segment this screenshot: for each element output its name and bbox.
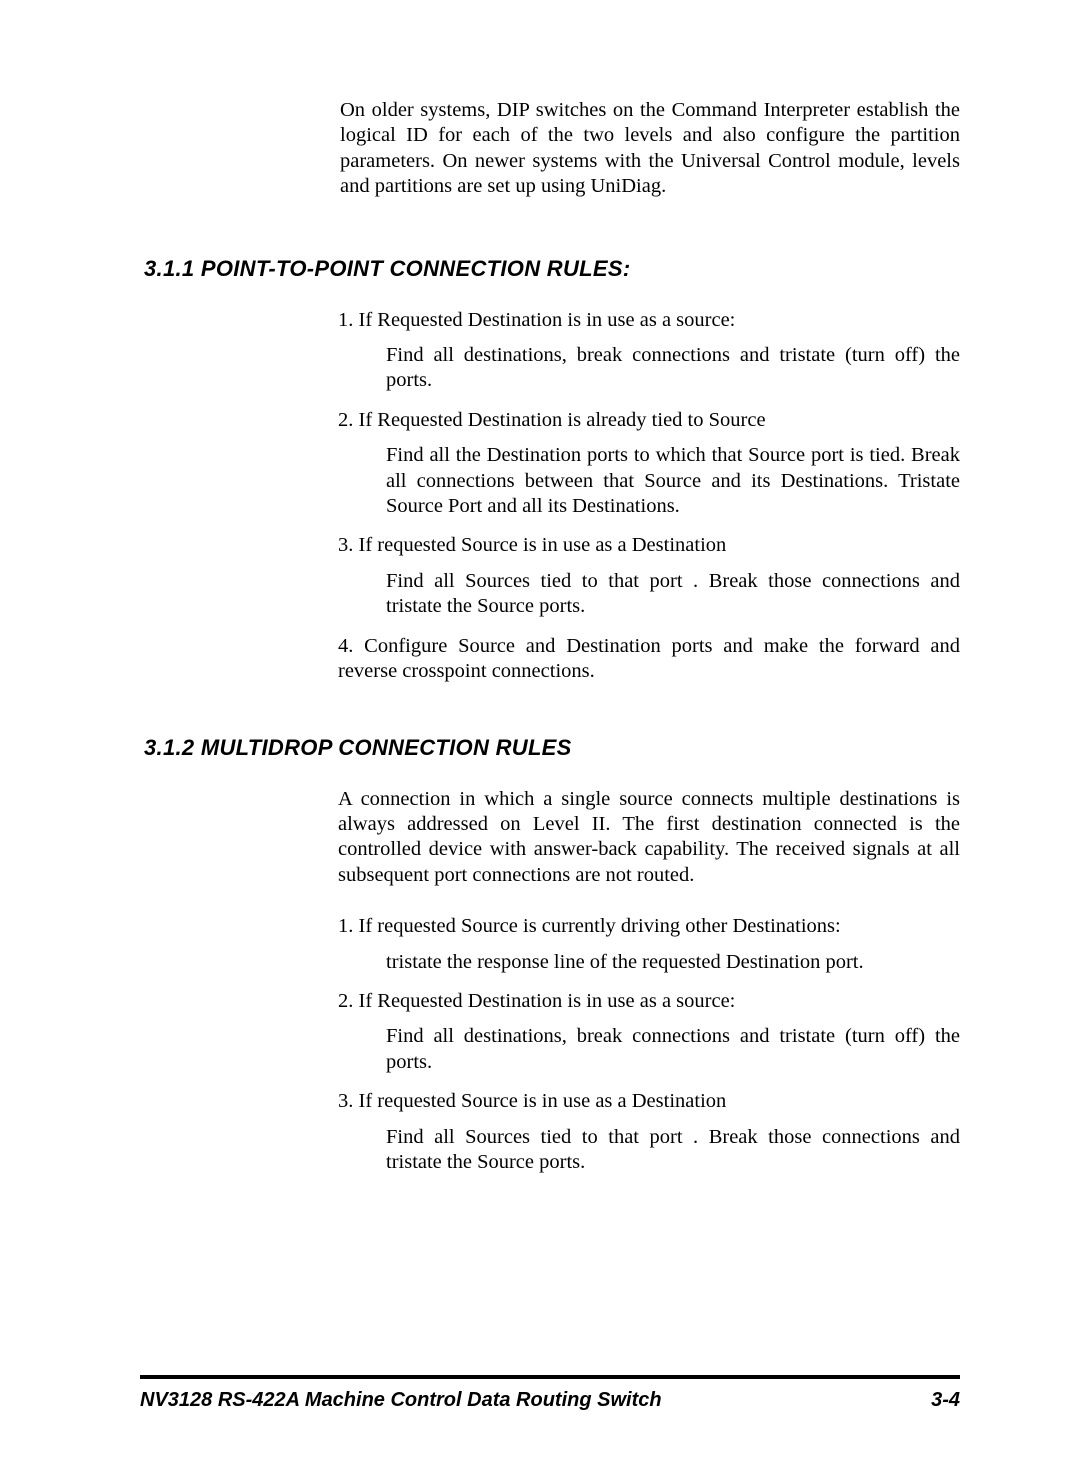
footer-title: NV3128 RS-422A Machine Control Data Rout… [140, 1389, 662, 1412]
rule-item: 2. If Requested Destination is in use as… [338, 989, 960, 1014]
rule-subitem: Find all Sources tied to that port . Bre… [386, 1125, 960, 1176]
rule-item: 3. If requested Source is in use as a De… [338, 533, 960, 558]
rule-subitem: Find all destinations, break connections… [386, 343, 960, 394]
rule-subitem: Find all Sources tied to that port . Bre… [386, 569, 960, 620]
rule-item: 3. If requested Source is in use as a De… [338, 1089, 960, 1114]
rule-subitem: tristate the response line of the reques… [386, 950, 960, 975]
rule-item: 2. If Requested Destination is already t… [338, 408, 960, 433]
section-heading-311: 3.1.1 POINT-TO-POINT CONNECTION RULES: [144, 256, 960, 282]
intro-paragraph: On older systems, DIP switches on the Co… [340, 98, 960, 200]
rule-item: 1. If requested Source is currently driv… [338, 914, 960, 939]
rule-subitem: Find all destinations, break connections… [386, 1024, 960, 1075]
section-312-body: A connection in which a single source co… [338, 787, 960, 1176]
section-heading-312: 3.1.2 MULTIDROP CONNECTION RULES [144, 735, 960, 761]
footer-rule [140, 1375, 960, 1379]
page-footer: NV3128 RS-422A Machine Control Data Rout… [140, 1389, 960, 1412]
footer-page-number: 3-4 [931, 1389, 960, 1412]
rule-item: 1. If Requested Destination is in use as… [338, 308, 960, 333]
section-311-body: 1. If Requested Destination is in use as… [338, 308, 960, 685]
rule-subitem: Find all the Destination ports to which … [386, 443, 960, 519]
section-intro: A connection in which a single source co… [338, 787, 960, 889]
rule-item: 4. Configure Source and Destination port… [338, 634, 960, 685]
